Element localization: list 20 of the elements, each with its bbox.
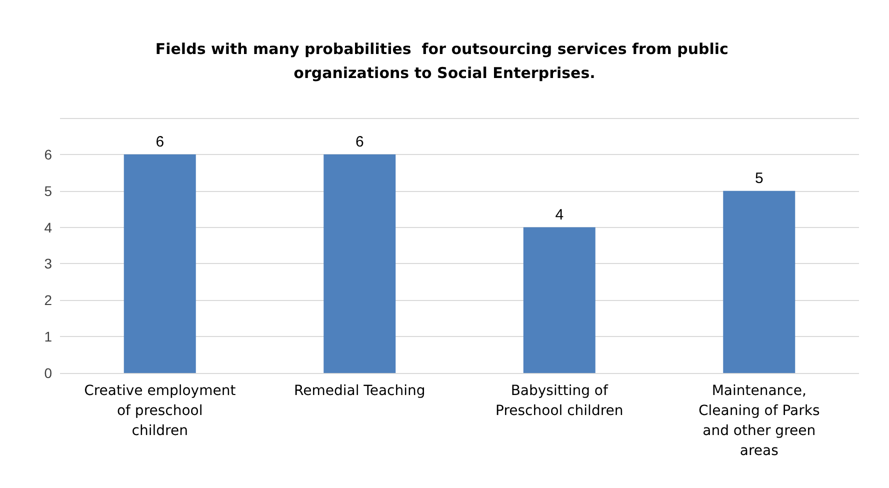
x-tick-label: Remedial Teaching	[294, 383, 426, 399]
y-tick-label: 2	[44, 292, 52, 308]
chart-title: Fields with many probabilities for outsourcing services from public organizations to Social Enterprises.	[155, 40, 734, 82]
y-tick-label: 0	[44, 365, 52, 381]
y-tick-label: 6	[44, 146, 52, 162]
data-label: 6	[355, 133, 364, 150]
data-label: 6	[156, 133, 164, 150]
y-tick-label: 1	[44, 328, 52, 345]
bar	[124, 154, 196, 373]
bar	[523, 227, 596, 373]
y-tick-label: 5	[44, 182, 52, 199]
bar	[324, 154, 396, 373]
data-label: 4	[555, 206, 564, 224]
x-tick-label: Creative employment of preschool children	[84, 383, 236, 439]
x-tick-label: Babysitting of Preschool children	[495, 383, 624, 419]
y-tick-label: 3	[44, 256, 52, 272]
bar	[723, 190, 796, 373]
data-label: 5	[754, 170, 764, 187]
x-tick-label: Maintenance, Cleaning of Parks and other green areas	[698, 383, 820, 459]
y-tick-label: 4	[44, 219, 52, 236]
